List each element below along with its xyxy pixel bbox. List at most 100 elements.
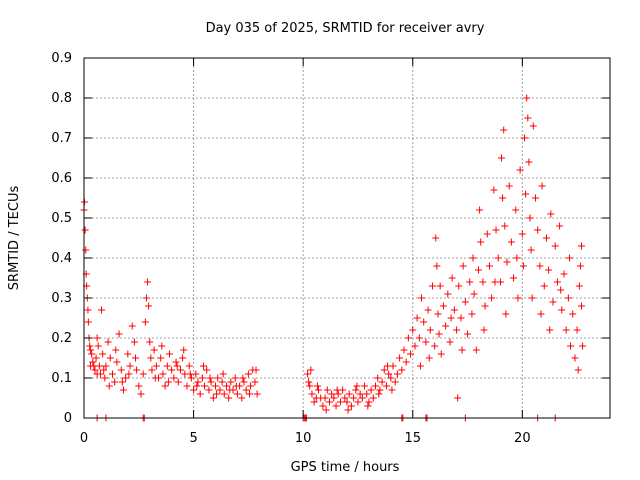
data-point-0 <box>546 326 554 334</box>
data-point-0 <box>239 374 247 382</box>
data-point-0 <box>319 402 327 410</box>
data-point-0 <box>391 378 399 386</box>
data-point-0 <box>545 266 553 274</box>
data-point-0 <box>424 306 432 314</box>
y-tick-label: 0.4 <box>51 251 72 266</box>
data-point-0 <box>106 354 114 362</box>
data-point-0 <box>459 262 467 270</box>
x-tick-label: 15 <box>404 431 421 446</box>
x-tick-label: 10 <box>295 431 312 446</box>
data-point-0 <box>547 210 555 218</box>
data-point-0 <box>481 302 489 310</box>
data-point-0 <box>518 230 526 238</box>
data-point-0 <box>251 378 259 386</box>
data-point-0 <box>528 294 536 302</box>
data-point-0 <box>183 382 191 390</box>
data-point-0 <box>87 362 95 370</box>
data-point-0 <box>92 354 100 362</box>
data-point-0 <box>488 294 496 302</box>
data-point-0 <box>137 390 145 398</box>
data-point-0 <box>454 394 462 402</box>
data-point-0 <box>145 302 153 310</box>
data-point-0 <box>128 322 136 330</box>
data-point-0 <box>505 182 513 190</box>
data-point-0 <box>448 274 456 282</box>
data-point-0 <box>434 310 442 318</box>
data-point-0 <box>416 362 424 370</box>
data-point-0 <box>411 342 419 350</box>
data-point-0 <box>173 362 181 370</box>
data-point-0 <box>176 366 184 374</box>
data-point-0 <box>461 298 469 306</box>
plot-frame <box>83 57 611 419</box>
data-point-0 <box>396 354 404 362</box>
data-point-0 <box>330 394 338 402</box>
data-point-0 <box>222 382 230 390</box>
data-point-0 <box>343 398 351 406</box>
data-point-0 <box>516 166 524 174</box>
data-point-0 <box>502 310 510 318</box>
data-point-0 <box>476 206 484 214</box>
data-point-0 <box>365 398 373 406</box>
data-point-0 <box>347 402 355 410</box>
y-tick-label: 0.3 <box>51 291 72 306</box>
data-point-0 <box>238 394 246 402</box>
data-point-0 <box>455 282 463 290</box>
data-point-0 <box>558 306 566 314</box>
data-point-0 <box>540 282 548 290</box>
data-point-0 <box>199 362 207 370</box>
data-point-0 <box>150 346 158 354</box>
data-point-0 <box>112 346 120 354</box>
data-point-0 <box>310 398 318 406</box>
data-point-0 <box>579 342 587 350</box>
data-point-0 <box>468 310 476 318</box>
x-tick-label: 0 <box>80 431 88 446</box>
data-point-0 <box>122 374 130 382</box>
data-point-0 <box>400 346 408 354</box>
data-point-0 <box>133 366 141 374</box>
data-point-0 <box>135 382 143 390</box>
y-tick-label: 0.9 <box>51 51 72 66</box>
data-point-0 <box>125 370 133 378</box>
data-point-0 <box>519 262 527 270</box>
data-point-0 <box>206 374 214 382</box>
data-point-0 <box>418 294 426 302</box>
data-point-0 <box>89 358 97 366</box>
data-point-0 <box>415 334 423 342</box>
data-point-0 <box>105 382 113 390</box>
data-point-0 <box>371 382 379 390</box>
data-point-0 <box>325 398 333 406</box>
data-point-0 <box>84 306 92 314</box>
data-point-0 <box>442 322 450 330</box>
data-point-0 <box>556 222 564 230</box>
data-point-0 <box>198 374 206 382</box>
data-point-0 <box>216 386 224 394</box>
data-point-0 <box>104 338 112 346</box>
data-point-0 <box>82 246 90 254</box>
data-point-0 <box>242 386 250 394</box>
data-point-0 <box>431 342 439 350</box>
data-point-0 <box>240 378 248 386</box>
data-point-0 <box>220 390 228 398</box>
data-point-0 <box>499 194 507 202</box>
data-point-0 <box>569 310 577 318</box>
data-point-0 <box>172 358 180 366</box>
data-point-0 <box>409 326 417 334</box>
data-point-0 <box>168 366 176 374</box>
data-point-0 <box>159 370 167 378</box>
grid-lines <box>84 58 610 418</box>
data-point-0 <box>119 386 127 394</box>
data-point-0 <box>522 190 530 198</box>
data-point-0 <box>322 406 330 414</box>
data-point-0 <box>124 350 132 358</box>
data-point-0 <box>231 374 239 382</box>
data-point-0 <box>436 282 444 290</box>
data-point-0 <box>470 290 478 298</box>
data-point-0 <box>108 370 116 378</box>
data-point-0 <box>529 122 537 130</box>
data-point-0 <box>341 394 349 402</box>
data-point-0 <box>426 326 434 334</box>
data-point-0 <box>179 354 187 362</box>
y-tick-label: 0.8 <box>51 91 72 106</box>
data-point-0 <box>534 226 542 234</box>
